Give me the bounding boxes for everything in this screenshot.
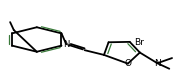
Text: N: N [63,40,69,49]
Text: O: O [124,59,131,68]
Text: Br: Br [134,38,144,47]
Text: N: N [154,59,161,68]
